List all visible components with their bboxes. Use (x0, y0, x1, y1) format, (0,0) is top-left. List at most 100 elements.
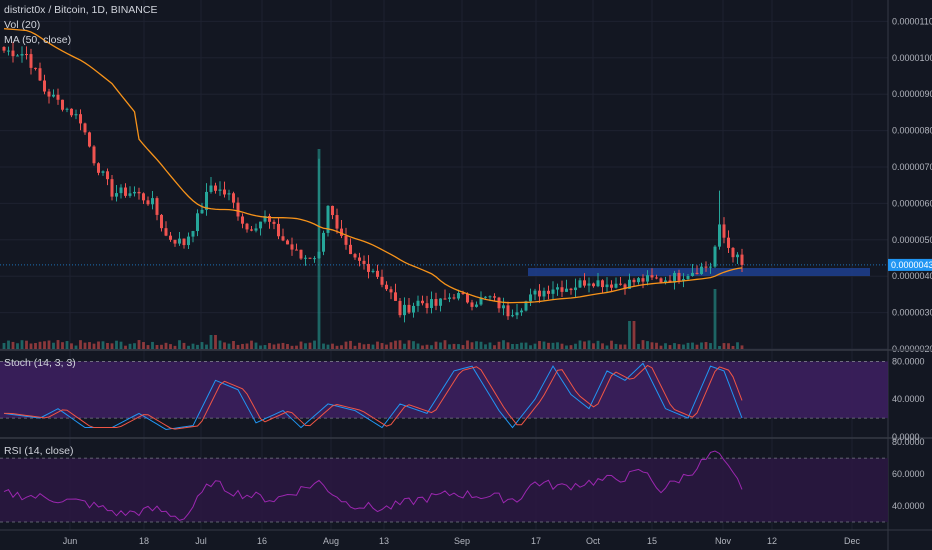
main-legend: district0x / Bitcoin, 1D, BINANCE Vol (2… (4, 3, 157, 48)
candle-body (686, 275, 690, 280)
volume-bar (628, 321, 631, 349)
volume-bar (43, 341, 46, 349)
x-tick-label: 18 (139, 536, 149, 546)
candle-body (115, 193, 118, 197)
volume-bar (160, 344, 163, 349)
volume-bar (164, 342, 168, 349)
candle-body (682, 279, 685, 281)
volume-bar (362, 344, 366, 349)
volume-bar (110, 343, 114, 349)
candle-body (610, 284, 613, 288)
stoch-y-tick: 40.0000 (892, 394, 925, 404)
candle-body (596, 280, 600, 287)
volume-bar (659, 345, 663, 349)
volume-bar (380, 343, 384, 349)
volume-bar (16, 343, 19, 349)
ma-legend[interactable]: MA (50, close) (4, 34, 72, 46)
last-price-tag (888, 258, 932, 271)
stoch-label[interactable]: Stoch (14, 3, 3) (4, 357, 76, 369)
volume-bar (637, 343, 640, 349)
candle-body (272, 221, 276, 224)
candle-body (578, 280, 582, 288)
candle-body (196, 213, 199, 232)
candle-body (551, 289, 555, 294)
stoch-y-tick: 0.0000 (892, 432, 920, 442)
candle-body (133, 191, 136, 194)
volume-bar (650, 342, 654, 349)
volume-bar (623, 344, 627, 349)
volume-bar (601, 343, 604, 349)
candle-body (304, 257, 307, 259)
volume-bar (538, 341, 541, 349)
candle-body (83, 123, 87, 133)
symbol-title[interactable]: district0x / Bitcoin, 1D, BINANCE (4, 4, 158, 16)
volume-bar (47, 340, 51, 349)
volume-legend[interactable]: Vol (20) (4, 19, 41, 31)
y-tick-label: 0.00000200 (892, 344, 932, 354)
volume-bar (740, 345, 744, 349)
candle-body (614, 283, 618, 288)
candle-body (205, 191, 208, 210)
volume-bar (169, 344, 172, 349)
volume-bar (223, 342, 226, 349)
candle-body (497, 297, 501, 309)
candle-body (605, 284, 609, 288)
volume-bar (187, 345, 190, 349)
ma-50-line (3, 28, 743, 304)
candle-body (506, 305, 510, 317)
candle-body (632, 279, 636, 283)
volume-bar (52, 342, 55, 349)
volume-bar (655, 342, 658, 349)
candle-body (700, 266, 703, 275)
y-tick-label: 0.00000600 (892, 198, 932, 208)
volume-bar (547, 342, 550, 349)
candle-body (7, 50, 10, 52)
candle-body (533, 290, 537, 295)
volume-bar (326, 344, 330, 349)
volume-bar (614, 343, 618, 349)
volume-bar (254, 342, 258, 349)
candle-body (74, 114, 78, 116)
y-tick-label: 0.00000700 (892, 162, 932, 172)
volume-bar (83, 342, 87, 349)
candle-body (97, 163, 100, 173)
rsi-legend: RSI (14, close) (4, 444, 73, 459)
candle-body (722, 224, 726, 238)
candle-body (565, 288, 568, 292)
volume-bar (587, 340, 591, 349)
x-tick-label: 15 (647, 536, 657, 546)
candle-body (389, 289, 393, 293)
volume-bar (641, 340, 645, 349)
volume-bar (20, 340, 24, 349)
rsi-label[interactable]: RSI (14, close) (4, 445, 74, 457)
volume-bar (502, 340, 505, 349)
candle-body (466, 293, 469, 303)
volume-bar (277, 343, 280, 349)
candle-body (254, 228, 258, 231)
candle-body (16, 55, 19, 57)
volume-bar (65, 341, 69, 349)
candle-body (2, 46, 6, 51)
candle-body (623, 284, 627, 289)
candle-body (479, 297, 483, 305)
candle-body (493, 296, 496, 298)
candle-body (637, 278, 640, 283)
volume-bar (515, 343, 519, 349)
candle-body (286, 240, 289, 245)
candle-body (70, 108, 73, 116)
volume-bar (335, 345, 339, 349)
volume-bar (385, 344, 388, 349)
volume-bar (448, 344, 451, 349)
candle-body (547, 290, 550, 294)
candle-body (659, 278, 663, 283)
candle-body (358, 257, 361, 261)
volume-bar (704, 342, 708, 349)
volume-bar (376, 341, 379, 349)
candle-body (434, 299, 438, 306)
volume-bar (425, 344, 429, 349)
volume-bar (569, 345, 573, 349)
candle-body (704, 266, 708, 268)
volume-bar (38, 341, 42, 349)
candle-body (142, 193, 145, 201)
